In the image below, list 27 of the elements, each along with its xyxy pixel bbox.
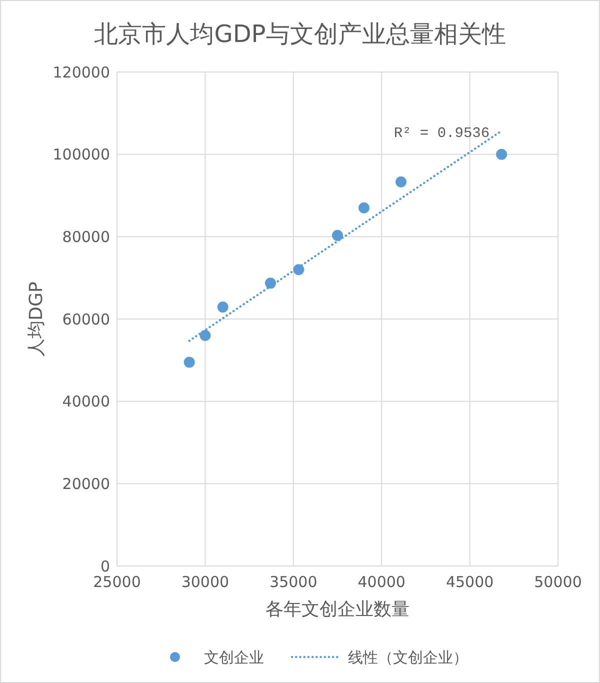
point [332, 230, 343, 241]
point [496, 148, 508, 160]
x-tick-label: 25000 [93, 573, 141, 591]
x-tick-label: 30000 [181, 573, 230, 591]
legend-label: 线性（文创企业） [348, 648, 468, 666]
y-tick-label: 80000 [62, 228, 110, 246]
x-tick-label: 40000 [358, 573, 406, 591]
y-tick-label: 120000 [52, 63, 110, 82]
point [217, 302, 228, 313]
annotation: R² = 0.9536 [394, 126, 490, 142]
point [184, 356, 195, 368]
point [200, 330, 211, 341]
y-tick-label: 40000 [62, 392, 110, 411]
y-tick-label: 60000 [62, 310, 110, 328]
x-tick-label: 35000 [270, 573, 318, 591]
legend-label: 文创企业 [204, 648, 264, 666]
point [396, 176, 407, 188]
y-tick-label: 100000 [52, 146, 110, 164]
y-tick-label: 20000 [62, 474, 110, 493]
y-tick-label: 0 [100, 557, 110, 576]
x-tick-label: 45000 [446, 573, 494, 591]
point [264, 278, 276, 289]
x-tick-label: 50000 [534, 573, 582, 591]
y-axis-title: 人均DGP [26, 282, 47, 356]
point [358, 202, 370, 214]
chart-title: 北京市人均GDP与文创产业总量相关性 [94, 20, 506, 48]
x-axis-title: 各年文创企业数量 [266, 599, 410, 620]
